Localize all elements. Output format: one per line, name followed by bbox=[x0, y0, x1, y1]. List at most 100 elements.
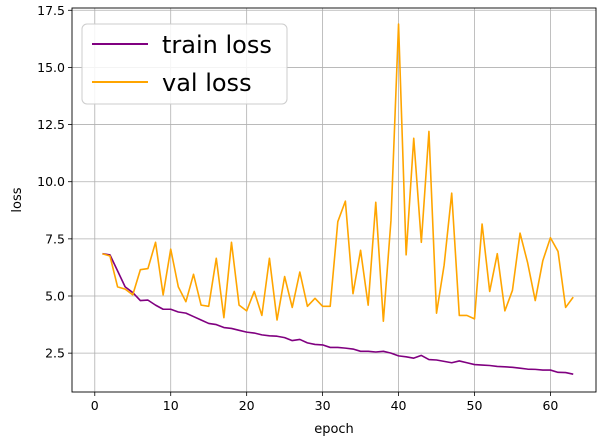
data-point-val-loss bbox=[231, 241, 233, 243]
series-layer bbox=[102, 23, 574, 375]
data-point-train-loss bbox=[170, 308, 172, 310]
legend: train loss val loss bbox=[81, 23, 288, 105]
data-point-train-loss bbox=[375, 351, 377, 353]
data-point-train-loss bbox=[215, 324, 217, 326]
data-point-train-loss bbox=[542, 369, 544, 371]
data-point-val-loss bbox=[253, 291, 255, 293]
legend-label-train-loss: train loss bbox=[162, 31, 272, 59]
data-point-val-loss bbox=[383, 320, 385, 322]
data-point-val-loss bbox=[102, 253, 104, 255]
data-point-train-loss bbox=[443, 361, 445, 363]
data-point-train-loss bbox=[550, 369, 552, 371]
data-point-val-loss bbox=[512, 289, 514, 291]
data-point-val-loss bbox=[314, 297, 316, 299]
data-point-train-loss bbox=[162, 308, 164, 310]
data-point-val-loss bbox=[405, 254, 407, 256]
x-tick-label: 50 bbox=[467, 398, 483, 413]
x-tick-label: 20 bbox=[239, 398, 255, 413]
data-point-train-loss bbox=[200, 319, 202, 321]
y-tick-label: 5.0 bbox=[45, 289, 65, 304]
data-point-val-loss bbox=[200, 304, 202, 306]
data-point-val-loss bbox=[481, 223, 483, 225]
data-point-train-loss bbox=[390, 352, 392, 354]
data-point-val-loss bbox=[443, 264, 445, 266]
data-point-val-loss bbox=[550, 237, 552, 239]
data-point-train-loss bbox=[124, 286, 126, 288]
data-point-train-loss bbox=[565, 372, 567, 374]
data-point-val-loss bbox=[451, 192, 453, 194]
plot-frame bbox=[71, 7, 597, 393]
data-point-train-loss bbox=[253, 332, 255, 334]
data-point-val-loss bbox=[421, 241, 423, 243]
x-tick-label: 60 bbox=[542, 398, 558, 413]
x-tick-label: 10 bbox=[163, 398, 179, 413]
data-point-train-loss bbox=[276, 335, 278, 337]
y-tick-label: 7.5 bbox=[45, 231, 65, 246]
series-line-train-loss bbox=[102, 252, 574, 375]
data-point-val-loss bbox=[375, 201, 377, 203]
x-axis-label: epoch bbox=[314, 422, 354, 437]
data-point-val-loss bbox=[329, 305, 331, 307]
x-axis-ticks: 0 10 20 30 40 50 60 bbox=[91, 392, 558, 413]
data-point-val-loss bbox=[307, 305, 309, 307]
data-point-train-loss bbox=[291, 340, 293, 342]
data-point-val-loss bbox=[459, 315, 461, 317]
data-point-val-loss bbox=[496, 253, 498, 255]
data-point-val-loss bbox=[170, 248, 172, 250]
data-point-train-loss bbox=[178, 311, 180, 313]
data-point-val-loss bbox=[208, 305, 210, 307]
data-point-train-loss bbox=[504, 366, 506, 368]
data-point-val-loss bbox=[519, 232, 521, 234]
data-point-val-loss bbox=[398, 23, 400, 25]
data-point-train-loss bbox=[193, 316, 195, 318]
data-point-val-loss bbox=[322, 305, 324, 307]
data-point-val-loss bbox=[261, 315, 263, 317]
data-point-train-loss bbox=[337, 347, 339, 349]
data-point-train-loss bbox=[185, 312, 187, 314]
data-point-val-loss bbox=[215, 257, 217, 259]
y-tick-label: 17.5 bbox=[37, 3, 65, 18]
data-point-train-loss bbox=[246, 331, 248, 333]
data-point-train-loss bbox=[345, 347, 347, 349]
data-point-val-loss bbox=[155, 241, 157, 243]
data-point-val-loss bbox=[147, 268, 149, 270]
data-point-val-loss bbox=[367, 304, 369, 306]
data-point-train-loss bbox=[307, 342, 309, 344]
data-point-train-loss bbox=[117, 270, 119, 272]
y-axis-label: loss bbox=[10, 187, 25, 212]
data-point-val-loss bbox=[246, 310, 248, 312]
data-point-train-loss bbox=[527, 368, 529, 370]
series-line-val-loss bbox=[102, 23, 574, 322]
data-point-val-loss bbox=[436, 312, 438, 314]
data-point-train-loss bbox=[147, 299, 149, 301]
data-point-train-loss bbox=[238, 329, 240, 331]
data-point-train-loss bbox=[314, 344, 316, 346]
data-point-val-loss bbox=[223, 317, 225, 319]
data-point-train-loss bbox=[474, 364, 476, 366]
data-point-train-loss bbox=[496, 366, 498, 368]
data-point-val-loss bbox=[504, 310, 506, 312]
data-point-train-loss bbox=[223, 327, 225, 329]
data-point-train-loss bbox=[322, 344, 324, 346]
data-point-train-loss bbox=[231, 328, 233, 330]
data-point-val-loss bbox=[276, 319, 278, 321]
data-point-val-loss bbox=[565, 307, 567, 309]
y-axis-ticks: 2.5 5.0 7.5 10.0 12.5 15.0 17.5 bbox=[37, 3, 72, 361]
data-point-train-loss bbox=[405, 356, 407, 358]
data-point-val-loss bbox=[466, 315, 468, 317]
data-point-val-loss bbox=[117, 286, 119, 288]
data-point-val-loss bbox=[291, 307, 293, 309]
x-tick-label: 0 bbox=[91, 398, 99, 413]
data-point-val-loss bbox=[474, 318, 476, 320]
data-point-val-loss bbox=[557, 251, 559, 253]
data-point-train-loss bbox=[466, 362, 468, 364]
data-point-val-loss bbox=[178, 286, 180, 288]
data-point-train-loss bbox=[352, 348, 354, 350]
data-point-val-loss bbox=[428, 131, 430, 133]
data-point-val-loss bbox=[238, 304, 240, 306]
data-point-train-loss bbox=[140, 300, 142, 302]
data-point-val-loss bbox=[185, 301, 187, 303]
data-point-val-loss bbox=[489, 291, 491, 293]
data-point-train-loss bbox=[451, 362, 453, 364]
data-point-train-loss bbox=[208, 323, 210, 325]
